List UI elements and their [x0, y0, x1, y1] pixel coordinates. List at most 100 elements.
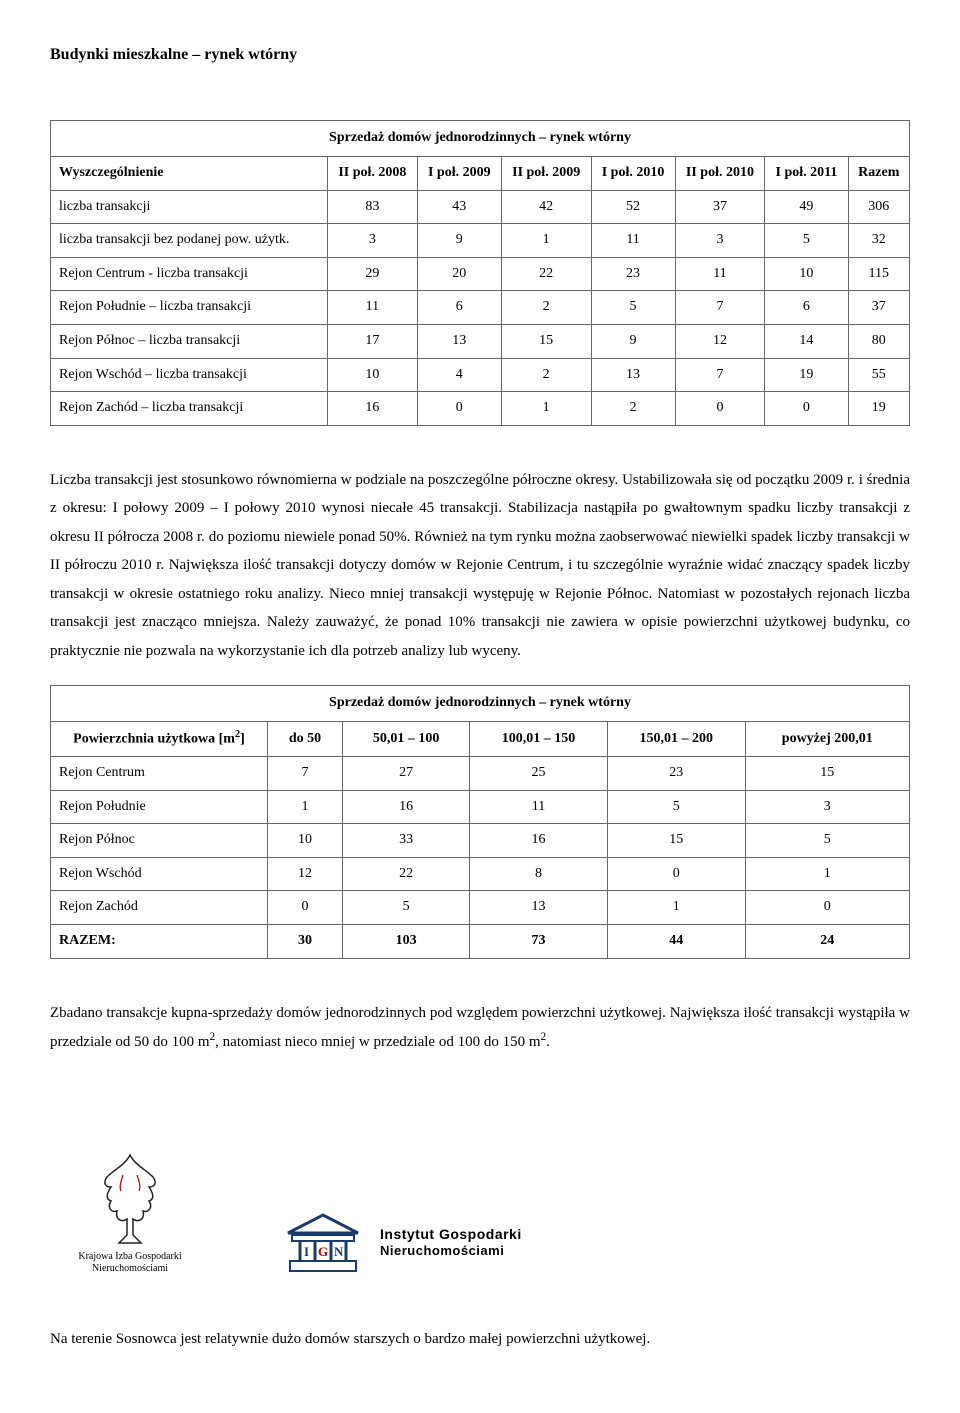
cell: 1	[745, 857, 909, 891]
paragraph-2: Zbadano transakcje kupna-sprzedaży domów…	[50, 999, 910, 1057]
cell: 9	[591, 324, 675, 358]
row-label: Rejon Zachód	[51, 891, 268, 925]
table1-col-3: I poł. 2010	[591, 156, 675, 190]
cell: 10	[328, 358, 418, 392]
cell: 306	[848, 190, 909, 224]
row-label: Rejon Wschód – liczba transakcji	[51, 358, 328, 392]
table-row: Rejon Centrum - liczba transakcji2920222…	[51, 257, 910, 291]
table2-col-3: 150,01 – 200	[607, 721, 745, 756]
table-row: Rejon Południe1161153	[51, 790, 910, 824]
cell: 42	[501, 190, 591, 224]
table-row: liczba transakcji bez podanej pow. użytk…	[51, 224, 910, 258]
svg-text:N: N	[334, 1244, 344, 1259]
cell: 103	[343, 925, 470, 959]
cell: 5	[765, 224, 848, 258]
row-label: Rejon Zachód – liczba transakcji	[51, 392, 328, 426]
cell: 9	[417, 224, 501, 258]
table-row: Rejon Wschód1222801	[51, 857, 910, 891]
table1-col-0: II poł. 2008	[328, 156, 418, 190]
row-label: RAZEM:	[51, 925, 268, 959]
logos-row: Krajowa Izba Gospodarki Nieruchomościami…	[50, 1147, 910, 1275]
cell: 25	[470, 757, 608, 791]
row-label: liczba transakcji	[51, 190, 328, 224]
row-label: Rejon Południe	[51, 790, 268, 824]
cell: 32	[848, 224, 909, 258]
cell: 13	[417, 324, 501, 358]
cell: 33	[343, 824, 470, 858]
cell: 3	[675, 224, 765, 258]
page-title: Budynki mieszkalne – rynek wtórny	[50, 40, 910, 70]
cell: 16	[470, 824, 608, 858]
table-row: Rejon Północ – liczba transakcji17131591…	[51, 324, 910, 358]
cell: 10	[268, 824, 343, 858]
table-row: Rejon Południe – liczba transakcji116257…	[51, 291, 910, 325]
cell: 5	[745, 824, 909, 858]
cell: 11	[328, 291, 418, 325]
cell: 0	[268, 891, 343, 925]
cell: 12	[268, 857, 343, 891]
cell: 13	[470, 891, 608, 925]
cell: 83	[328, 190, 418, 224]
cell: 1	[268, 790, 343, 824]
table1-col-label: Wyszczególnienie	[51, 156, 328, 190]
footer-paragraph: Na terenie Sosnowca jest relatywnie dużo…	[50, 1325, 910, 1354]
cell: 1	[501, 392, 591, 426]
row-label: Rejon Wschód	[51, 857, 268, 891]
cell: 16	[343, 790, 470, 824]
cell: 0	[417, 392, 501, 426]
cell: 2	[591, 392, 675, 426]
row-label: liczba transakcji bez podanej pow. użytk…	[51, 224, 328, 258]
svg-text:I: I	[304, 1244, 309, 1259]
cell: 7	[675, 291, 765, 325]
row-label: Rejon Północ	[51, 824, 268, 858]
cell: 22	[343, 857, 470, 891]
table1-col-1: I poł. 2009	[417, 156, 501, 190]
cell: 0	[607, 857, 745, 891]
cell: 16	[328, 392, 418, 426]
logo-kign: Krajowa Izba Gospodarki Nieruchomościami	[70, 1147, 190, 1275]
cell: 5	[607, 790, 745, 824]
cell: 6	[417, 291, 501, 325]
cell: 1	[501, 224, 591, 258]
cell: 14	[765, 324, 848, 358]
cell: 55	[848, 358, 909, 392]
cell: 13	[591, 358, 675, 392]
cell: 19	[848, 392, 909, 426]
paragraph-1: Liczba transakcji jest stosunkowo równom…	[50, 466, 910, 666]
table1-col-6: Razem	[848, 156, 909, 190]
cell: 23	[591, 257, 675, 291]
table-row: Rejon Zachód051310	[51, 891, 910, 925]
table1-title: Sprzedaż domów jednorodzinnych – rynek w…	[51, 121, 910, 157]
cell: 29	[328, 257, 418, 291]
cell: 52	[591, 190, 675, 224]
cell: 5	[343, 891, 470, 925]
cell: 17	[328, 324, 418, 358]
table-row-total: RAZEM:30103734424	[51, 925, 910, 959]
cell: 15	[501, 324, 591, 358]
table1-header-row: Wyszczególnienie II poł. 2008 I poł. 200…	[51, 156, 910, 190]
cell: 37	[848, 291, 909, 325]
row-label: Rejon Centrum	[51, 757, 268, 791]
cell: 12	[675, 324, 765, 358]
cell: 0	[765, 392, 848, 426]
logo-kign-caption: Krajowa Izba Gospodarki Nieruchomościami	[70, 1251, 190, 1275]
table1-col-2: II poł. 2009	[501, 156, 591, 190]
table-row: liczba transakcji834342523749306	[51, 190, 910, 224]
cell: 5	[591, 291, 675, 325]
cell: 44	[607, 925, 745, 959]
cell: 15	[607, 824, 745, 858]
table2-col-1: 50,01 – 100	[343, 721, 470, 756]
table2-col-label: Powierzchnia użytkowa [m2]	[51, 721, 268, 756]
cell: 24	[745, 925, 909, 959]
table2-col-0: do 50	[268, 721, 343, 756]
cell: 80	[848, 324, 909, 358]
table-row: Rejon Zachód – liczba transakcji16012001…	[51, 392, 910, 426]
cell: 11	[591, 224, 675, 258]
cell: 7	[268, 757, 343, 791]
table-row: Rejon Wschód – liczba transakcji10421371…	[51, 358, 910, 392]
cell: 3	[328, 224, 418, 258]
cell: 3	[745, 790, 909, 824]
row-label: Rejon Centrum - liczba transakcji	[51, 257, 328, 291]
cell: 19	[765, 358, 848, 392]
cell: 23	[607, 757, 745, 791]
